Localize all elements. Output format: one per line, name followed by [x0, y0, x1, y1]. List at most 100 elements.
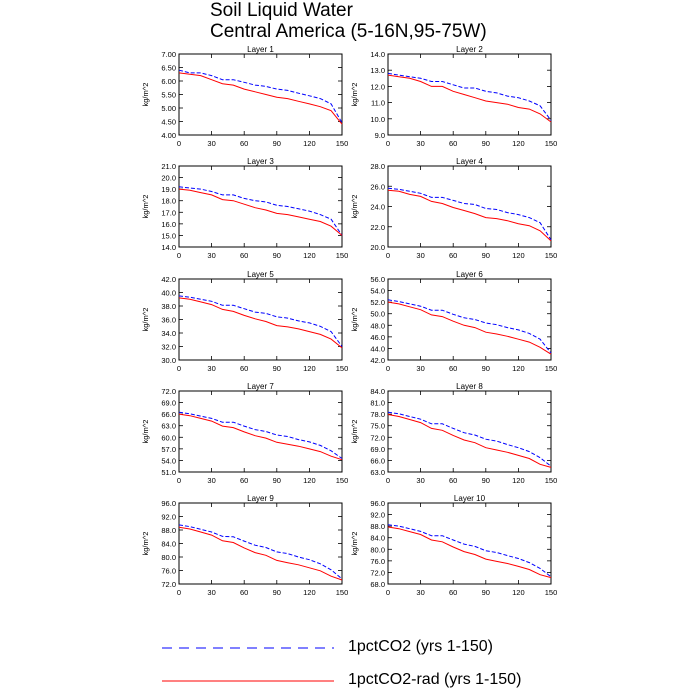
- panel-10-ytick-label: 88.0: [370, 522, 385, 531]
- panel-3-title: Layer 3: [247, 157, 274, 166]
- panel-2-xtick-label: 150: [545, 139, 558, 148]
- panel-3-xtick-label: 90: [273, 251, 281, 260]
- panel-1-ylabel: kg/m^2: [141, 83, 150, 107]
- panel-1-frame: [178, 53, 343, 136]
- panel-7-ytick-label: 57.0: [161, 445, 176, 454]
- panel-2-ytick-label: 9.0: [375, 131, 385, 140]
- panel-5-ylabel: kg/m^2: [141, 308, 150, 332]
- panel-9-series-1pctco2-line: [178, 524, 343, 580]
- panel-6-xtick-label: 90: [482, 364, 490, 373]
- panel-6-ytick-label: 42.0: [370, 356, 385, 365]
- panel-6-ytick-label: 50.0: [370, 310, 385, 319]
- panel-2-frame: [387, 53, 552, 136]
- panel-6-xtick-label: 60: [449, 364, 457, 373]
- panel-1-series-1pctco2-line: [178, 69, 343, 124]
- panel-3-xtick-label: 0: [177, 251, 181, 260]
- panel-2-ytick-label: 10.0: [370, 115, 385, 124]
- panel-3-frame: [178, 165, 343, 248]
- panel-3-xtick-label: 30: [207, 251, 215, 260]
- panel-1-xtick-label: 150: [336, 139, 349, 148]
- panel-8-xtick-label: 120: [512, 476, 525, 485]
- panel-9-ytick-label: 96.0: [161, 499, 176, 508]
- panel-4-ylabel: kg/m^2: [350, 195, 359, 219]
- panel-1-series-1pctco2-rad-line: [178, 72, 343, 125]
- panel-6-xtick-label: 0: [386, 364, 390, 373]
- panel-4-xtick-label: 30: [416, 251, 424, 260]
- panel-6-series-1pctco2-rad-line: [387, 301, 552, 355]
- panel-5-ytick-label: 42.0: [161, 275, 176, 284]
- panel-7-xtick-label: 90: [273, 476, 281, 485]
- panel-6-ytick-label: 54.0: [370, 287, 385, 296]
- chart-subtitle: Central America (5-16N,95-75W): [210, 21, 487, 42]
- panel-2-ytick-label: 13.0: [370, 66, 385, 75]
- panel-5-frame: [178, 278, 343, 361]
- panel-7-xtick-label: 30: [207, 476, 215, 485]
- panel-5-ytick-label: 30.0: [161, 356, 176, 365]
- panel-4-ytick-label: 22.0: [370, 223, 385, 232]
- panel-2-ytick-label: 14.0: [370, 50, 385, 59]
- panel-10-ytick-label: 72.0: [370, 568, 385, 577]
- panel-3-xtick-label: 60: [240, 251, 248, 260]
- panel-9-series-1pctco2-rad-line: [178, 526, 343, 581]
- panel-10-xtick-label: 30: [416, 588, 424, 597]
- panel-8-ytick-label: 63.0: [370, 468, 385, 477]
- panel-7-ytick-label: 60.0: [161, 433, 176, 442]
- panel-7-title: Layer 7: [247, 382, 274, 391]
- panel-7-frame: [178, 390, 343, 473]
- panel-1-ytick-label: 6.50: [161, 64, 176, 73]
- panel-6-xtick-label: 120: [512, 364, 525, 373]
- panel-8-ytick-label: 69.0: [370, 445, 385, 454]
- panel-1-ytick-label: 4.00: [161, 131, 176, 140]
- panel-1-xtick-label: 90: [273, 139, 281, 148]
- panel-3-ytick-label: 14.0: [161, 243, 176, 252]
- panel-9-ytick-label: 84.0: [161, 540, 176, 549]
- panel-7-xtick-label: 120: [303, 476, 316, 485]
- panel-9-ytick-label: 72.0: [161, 580, 176, 589]
- panel-6-ytick-label: 44.0: [370, 344, 385, 353]
- panel-1-ytick-label: 5.50: [161, 91, 176, 100]
- panel-7-ytick-label: 72.0: [161, 387, 176, 396]
- panel-5-series-1pctco2-line: [178, 295, 343, 347]
- panel-4-ytick-label: 24.0: [370, 203, 385, 212]
- panel-7-ytick-label: 51.0: [161, 468, 176, 477]
- panel-10-xtick-label: 90: [482, 588, 490, 597]
- panel-9-title: Layer 9: [247, 494, 274, 503]
- panel-6-title: Layer 6: [456, 270, 483, 279]
- panel-4-xtick-label: 90: [482, 251, 490, 260]
- panel-10-ytick-label: 76.0: [370, 557, 385, 566]
- panel-1-xtick-label: 30: [207, 139, 215, 148]
- panel-7-ytick-label: 66.0: [161, 410, 176, 419]
- panel-2-ytick-label: 11.0: [371, 99, 385, 108]
- panel-8-frame: [387, 390, 552, 473]
- panel-1-xtick-label: 0: [177, 139, 181, 148]
- panel-9-ytick-label: 76.0: [161, 567, 176, 576]
- panel-3-ytick-label: 20.0: [161, 174, 176, 183]
- panel-9-xtick-label: 60: [240, 588, 248, 597]
- panel-8-ytick-label: 78.0: [370, 410, 385, 419]
- panel-3-ytick-label: 16.0: [161, 220, 176, 229]
- panel-8-title: Layer 8: [456, 382, 483, 391]
- panel-9-xtick-label: 120: [303, 588, 316, 597]
- panel-9-ytick-label: 88.0: [161, 526, 176, 535]
- panel-3-ylabel: kg/m^2: [141, 195, 150, 219]
- panel-6-ytick-label: 46.0: [370, 333, 385, 342]
- chart-title: Soil Liquid Water: [210, 0, 353, 21]
- panel-3-ytick-label: 21.0: [161, 162, 176, 171]
- panel-5-xtick-label: 0: [177, 364, 181, 373]
- panel-2-title: Layer 2: [456, 45, 483, 54]
- panel-10-ytick-label: 80.0: [370, 545, 385, 554]
- panel-6-ylabel: kg/m^2: [350, 308, 359, 332]
- panel-1-ytick-label: 4.50: [161, 118, 176, 127]
- panel-9-ytick-label: 80.0: [161, 553, 176, 562]
- panel-3-ytick-label: 17.0: [161, 208, 176, 217]
- panel-1-xtick-label: 120: [303, 139, 316, 148]
- panel-10-ylabel: kg/m^2: [350, 532, 359, 556]
- panel-8-series-1pctco2-rad-line: [387, 414, 552, 468]
- panel-5-xtick-label: 120: [303, 364, 316, 373]
- panel-5-xtick-label: 60: [240, 364, 248, 373]
- panel-7-series-1pctco2-line: [178, 411, 343, 459]
- panel-9-xtick-label: 0: [177, 588, 181, 597]
- panel-5-ytick-label: 36.0: [161, 316, 176, 325]
- panel-2-xtick-label: 90: [482, 139, 490, 148]
- panel-10-xtick-label: 150: [545, 588, 558, 597]
